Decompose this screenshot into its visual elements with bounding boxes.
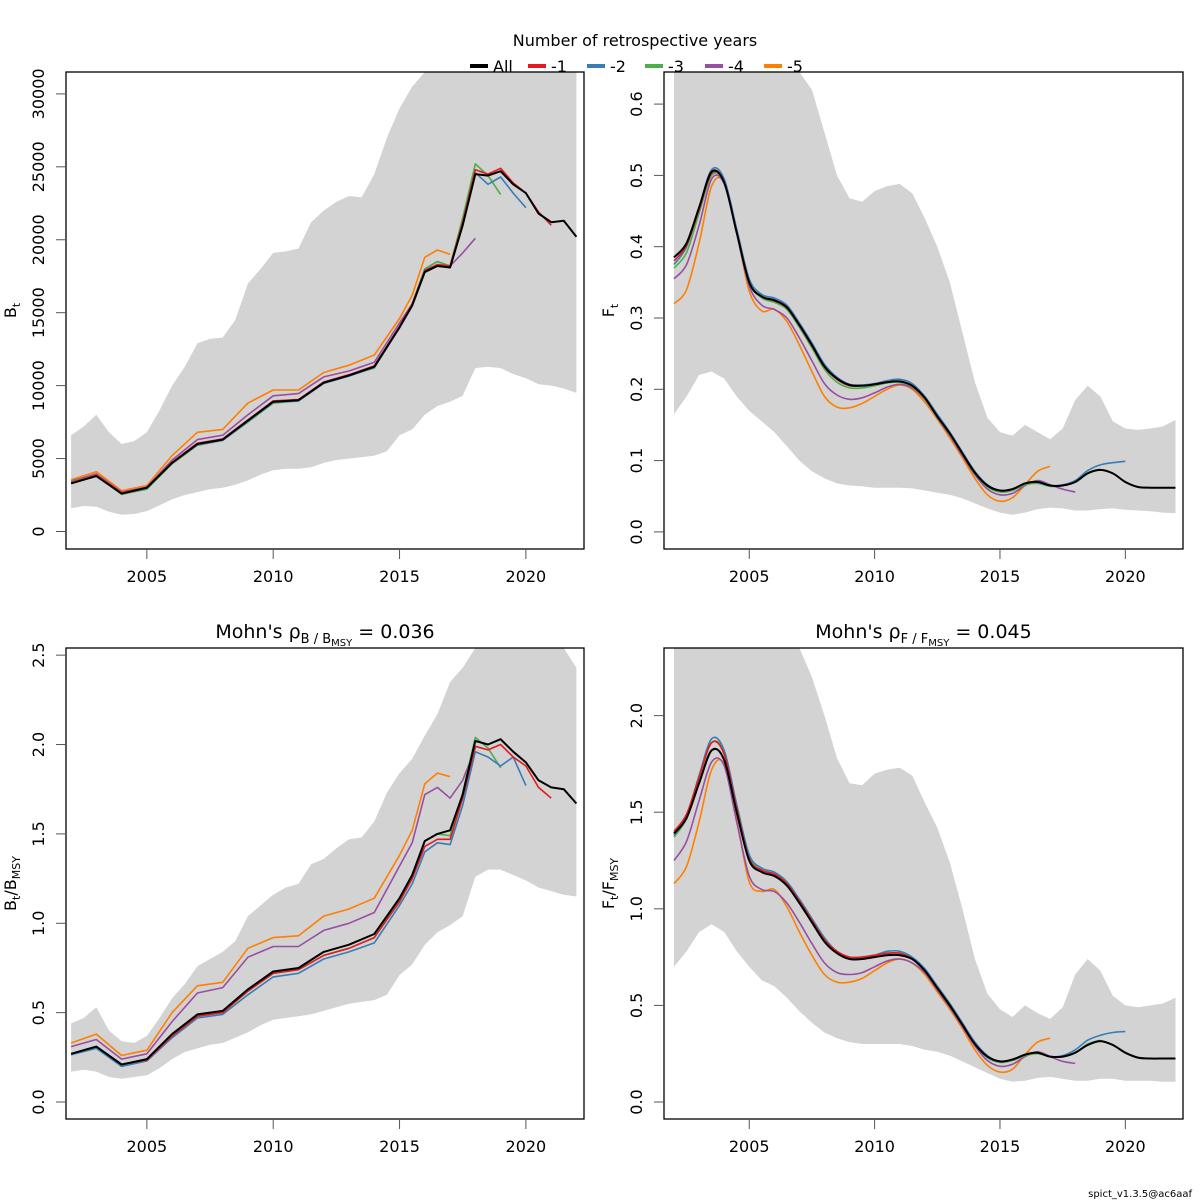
series-line-retro4: [673, 757, 1076, 1068]
y-tick-label: 0.0: [627, 519, 646, 544]
legend-label: -5: [787, 57, 803, 76]
legend-entries: All -1 -2 -3 -4 -5: [470, 57, 803, 76]
y-tick-label: 2.0: [29, 732, 48, 757]
x-tick-label: 2010: [854, 567, 895, 586]
plot-frame: [65, 647, 585, 1120]
panel-title: Mohn's ρB / BMSY = 0.036: [215, 621, 434, 649]
panel-relative-fishing-mortality: 2005 2010 2015 2020 0.0 0.5 1.0 1.5 2.0 Ft/FMSY Mo…: [599, 621, 1184, 1156]
panel-fishing-mortality: 2005 2010 2015 2020 0.0 0.1 0.2 0.3 0.4 0.5 0.6 Ft: [599, 71, 1184, 586]
series-line-retro1: [70, 743, 552, 1066]
panel-biomass: 2005 2010 2015 2020 0 5000 10000 15000 20000 2500…: [1, 68, 585, 586]
y-axis-title: Ft: [599, 303, 621, 317]
y-tick-label: 0.4: [627, 234, 646, 259]
series-line-all: [673, 747, 1176, 1063]
series-line-all: [673, 169, 1176, 492]
series-line-retro2: [70, 750, 527, 1068]
legend-entry-retro5: -5: [764, 57, 803, 76]
y-axis-title: Ft/FMSY: [599, 858, 621, 910]
x-tick-label: 2005: [126, 567, 167, 586]
y-tick-label: 1.5: [627, 799, 646, 824]
plot-frame: [663, 71, 1184, 550]
series-line-retro5: [70, 249, 451, 492]
legend-entry-all: All: [470, 57, 513, 76]
x-tick-label: 2020: [1105, 567, 1146, 586]
legend-label: -3: [668, 57, 684, 76]
x-tick-label: 2015: [379, 1137, 420, 1156]
legend-label: -4: [728, 57, 744, 76]
x-tick-label: 2020: [1105, 1137, 1146, 1156]
y-tick-label: 0.0: [627, 1089, 646, 1114]
legend-label: -1: [551, 57, 567, 76]
version-footer: spict_v1.3.5@ac6aaf: [1088, 1189, 1192, 1200]
x-tick-label: 2020: [506, 1137, 547, 1156]
y-axis-title: Bt/BMSY: [1, 856, 23, 911]
x-tick-label: 2020: [506, 567, 547, 586]
x-tick-label: 2010: [253, 1137, 294, 1156]
y-axis-title: Bt: [1, 302, 23, 318]
y-tick-label: 0: [29, 526, 48, 536]
x-tick-label: 2005: [126, 1137, 167, 1156]
y-tick-label: 30000: [29, 68, 48, 119]
confidence-band: [674, 648, 1176, 1082]
series-line-retro4: [70, 747, 477, 1060]
y-tick-label: 0.5: [627, 163, 646, 188]
y-tick-label: 1.0: [29, 911, 48, 936]
legend-label: -2: [610, 57, 626, 76]
y-tick-label: 15000: [29, 287, 48, 338]
y-tick-label: 0.3: [627, 305, 646, 330]
legend-label: All: [493, 57, 513, 76]
legend-title: Number of retrospective years: [513, 31, 758, 50]
series-line-all: [70, 738, 578, 1066]
legend: Number of retrospective years All -1 -2 -3 -…: [470, 31, 803, 76]
x-tick-label: 2010: [854, 1137, 895, 1156]
legend-entry-retro1: -1: [528, 57, 567, 76]
confidence-band: [71, 72, 577, 515]
legend-entry-retro2: -2: [587, 57, 626, 76]
y-tick-label: 0.5: [627, 993, 646, 1018]
y-tick-label: 1.5: [29, 821, 48, 846]
legend-entry-retro4: -4: [705, 57, 744, 76]
confidence-band: [674, 72, 1176, 515]
x-tick-label: 2010: [253, 567, 294, 586]
y-tick-label: 0.2: [627, 377, 646, 402]
y-tick-label: 0.5: [29, 1000, 48, 1025]
plot-frame: [663, 647, 1184, 1120]
y-tick-label: 0.1: [627, 448, 646, 473]
y-tick-label: 2.0: [627, 703, 646, 728]
y-tick-label: 0.0: [29, 1089, 48, 1114]
x-tick-label: 2005: [729, 567, 770, 586]
y-tick-label: 20000: [29, 214, 48, 265]
plot-frame: [65, 71, 585, 550]
series-line-all: [70, 170, 578, 495]
panel-relative-biomass: 2005 2010 2015 2020 0.0 0.5 1.0 1.5 2.0 2.5 Bt/BMS…: [1, 621, 585, 1156]
y-tick-label: 5000: [29, 438, 48, 479]
series-line-retro5: [70, 772, 451, 1057]
y-tick-label: 10000: [29, 360, 48, 411]
x-tick-label: 2015: [980, 567, 1021, 586]
y-tick-label: 25000: [29, 141, 48, 192]
panel-title: Mohn's ρF / FMSY = 0.045: [815, 621, 1031, 649]
y-tick-label: 0.6: [627, 91, 646, 116]
y-tick-label: 1.0: [627, 896, 646, 921]
y-tick-label: 2.5: [29, 642, 48, 667]
x-tick-label: 2015: [980, 1137, 1021, 1156]
confidence-band: [71, 648, 577, 1079]
x-tick-label: 2015: [379, 567, 420, 586]
x-tick-label: 2005: [729, 1137, 770, 1156]
legend-entry-retro3: -3: [645, 57, 684, 76]
